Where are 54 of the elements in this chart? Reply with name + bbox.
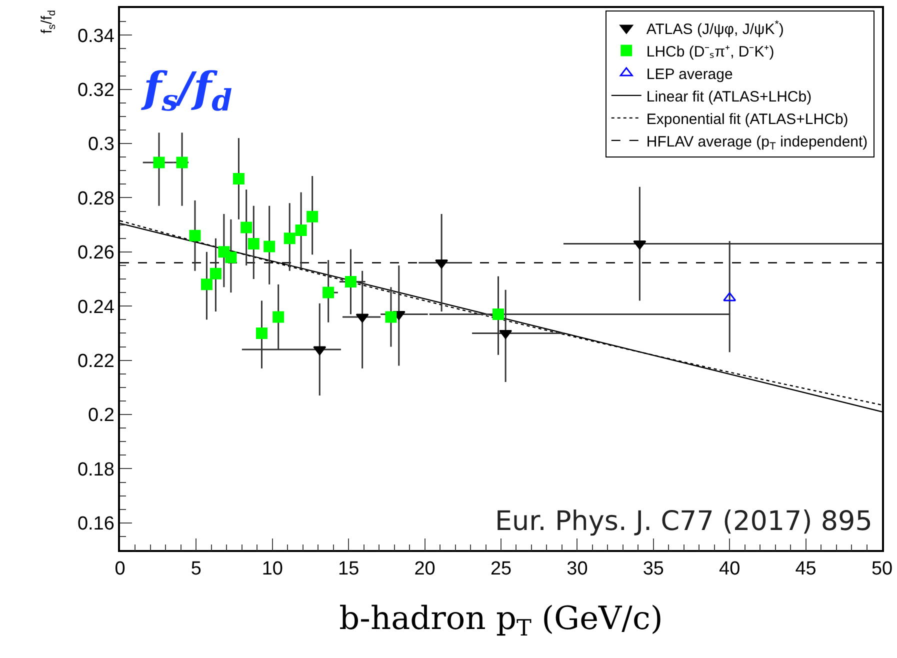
x-tick-label: 45 — [795, 558, 816, 580]
legend-label: HFLAV average (p$_{T}$ independent) — [646, 133, 868, 152]
point — [264, 240, 276, 252]
point — [272, 311, 284, 323]
point — [295, 224, 307, 236]
x-tick-label: 15 — [338, 558, 360, 580]
point — [356, 314, 369, 323]
annotation: Eur. Phys. J. C77 (2017) 895 — [495, 506, 872, 537]
point — [153, 156, 165, 168]
x-tick-label: 20 — [414, 558, 436, 580]
y-tick-label: 0.16 — [77, 514, 114, 535]
x-tick-label: 25 — [490, 558, 512, 580]
legend-label: LEP average — [646, 66, 733, 83]
x-tick-label: 5 — [190, 558, 202, 580]
point — [492, 308, 504, 320]
text: f$_{s}$/f$_{d}$ — [140, 62, 232, 118]
point — [344, 276, 356, 288]
point — [284, 232, 296, 244]
point — [633, 240, 646, 250]
x-tick-label: 30 — [566, 558, 588, 580]
point — [306, 210, 318, 222]
y-tick-label: 0.28 — [77, 188, 114, 210]
point — [248, 238, 260, 250]
point — [232, 172, 244, 184]
y-tick-label: 0.24 — [77, 296, 115, 318]
point — [435, 259, 448, 268]
x-tick-label: 10 — [262, 558, 283, 580]
x-tick-label: 40 — [719, 558, 740, 580]
x-tick-label: 50 — [871, 558, 893, 580]
point — [256, 327, 268, 339]
point — [210, 268, 222, 280]
legend-label: LHCb (D⁻ₛπ⁺, D⁻K⁺) — [646, 43, 774, 60]
x-tick-label: 35 — [642, 558, 664, 580]
legend-label: Exponential fit (ATLAS+LHCb) — [646, 110, 848, 128]
y-tick-label: 0.22 — [77, 350, 114, 372]
point — [225, 252, 237, 264]
y-tick-label: 0.34 — [77, 26, 115, 47]
legend-label: ATLAS (J/ψφ, J/ψK$^{*}$) — [646, 18, 784, 38]
point — [499, 330, 512, 339]
y-tick-label: 0.32 — [77, 80, 114, 101]
y-tick-label: 0.26 — [77, 242, 114, 264]
y-tick-label: 0.3 — [88, 134, 114, 156]
point — [385, 311, 397, 323]
point — [322, 286, 334, 298]
point — [200, 278, 212, 290]
point — [313, 346, 326, 356]
legend-label: Linear fit (ATLAS+LHCb) — [646, 88, 812, 106]
y-tick-label: 0.18 — [77, 459, 114, 480]
point — [240, 222, 252, 234]
x-axis-title: b-hadron p$_{T}$ (GeV/c) — [339, 598, 663, 642]
x-tick-label: 0 — [114, 558, 126, 580]
point — [189, 230, 201, 242]
point — [176, 156, 188, 168]
y-tick-label: 0.2 — [88, 405, 114, 426]
